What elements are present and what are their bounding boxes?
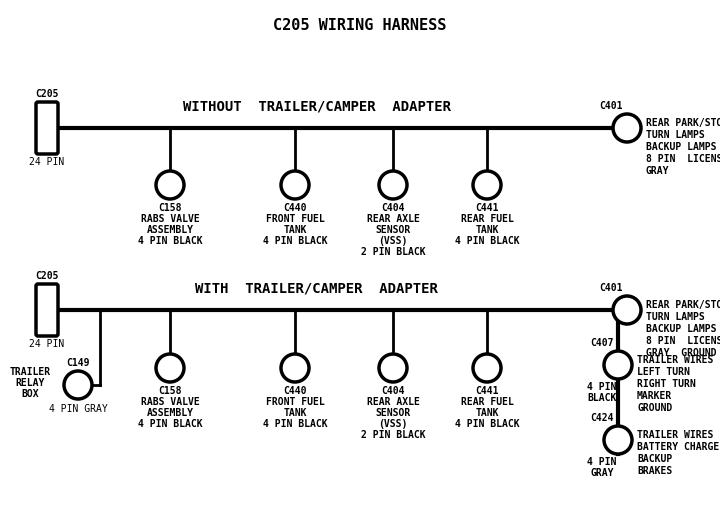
Text: C149: C149	[66, 358, 90, 368]
Circle shape	[604, 351, 632, 379]
Text: ASSEMBLY: ASSEMBLY	[146, 408, 194, 418]
Text: C441: C441	[475, 203, 499, 213]
Text: C440: C440	[283, 203, 307, 213]
Text: BACKUP: BACKUP	[637, 454, 672, 464]
Text: C440: C440	[283, 386, 307, 396]
Text: 4 PIN GRAY: 4 PIN GRAY	[49, 404, 107, 414]
Text: MARKER: MARKER	[637, 391, 672, 401]
Text: BACKUP LAMPS: BACKUP LAMPS	[646, 324, 716, 334]
Text: REAR PARK/STOP: REAR PARK/STOP	[646, 300, 720, 310]
Circle shape	[473, 354, 501, 382]
Text: C441: C441	[475, 386, 499, 396]
Text: GRAY  GROUND: GRAY GROUND	[646, 348, 716, 358]
Text: C205: C205	[35, 89, 59, 99]
Circle shape	[64, 371, 92, 399]
Text: 4 PIN: 4 PIN	[588, 457, 617, 467]
Text: 4 PIN: 4 PIN	[588, 382, 617, 392]
Text: RIGHT TURN: RIGHT TURN	[637, 379, 696, 389]
Circle shape	[379, 171, 407, 199]
Text: TANK: TANK	[475, 225, 499, 235]
Text: GROUND: GROUND	[637, 403, 672, 413]
Text: C158: C158	[158, 386, 181, 396]
Text: FRONT FUEL: FRONT FUEL	[266, 397, 325, 407]
Circle shape	[156, 354, 184, 382]
Text: BACKUP LAMPS: BACKUP LAMPS	[646, 142, 716, 152]
Text: 24 PIN: 24 PIN	[30, 339, 65, 349]
Text: TANK: TANK	[475, 408, 499, 418]
Text: WITH  TRAILER/CAMPER  ADAPTER: WITH TRAILER/CAMPER ADAPTER	[195, 281, 438, 295]
Text: 4 PIN BLACK: 4 PIN BLACK	[138, 419, 202, 429]
Text: GRAY: GRAY	[646, 166, 670, 176]
Text: C424: C424	[590, 413, 613, 423]
Text: 8 PIN  LICENSE LAMPS: 8 PIN LICENSE LAMPS	[646, 336, 720, 346]
Text: TRAILER WIRES: TRAILER WIRES	[637, 430, 714, 440]
Circle shape	[613, 296, 641, 324]
Text: BATTERY CHARGE: BATTERY CHARGE	[637, 442, 719, 452]
Text: BRAKES: BRAKES	[637, 466, 672, 476]
Text: RABS VALVE: RABS VALVE	[140, 214, 199, 224]
Text: RELAY: RELAY	[15, 378, 45, 388]
Text: TANK: TANK	[283, 408, 307, 418]
Text: BLACK: BLACK	[588, 393, 617, 403]
Text: (VSS): (VSS)	[378, 236, 408, 246]
Text: ASSEMBLY: ASSEMBLY	[146, 225, 194, 235]
Text: LEFT TURN: LEFT TURN	[637, 367, 690, 377]
Text: REAR AXLE: REAR AXLE	[366, 397, 420, 407]
Text: REAR FUEL: REAR FUEL	[461, 214, 513, 224]
Text: 8 PIN  LICENSE LAMPS: 8 PIN LICENSE LAMPS	[646, 154, 720, 164]
Text: (VSS): (VSS)	[378, 419, 408, 429]
Text: 4 PIN BLACK: 4 PIN BLACK	[263, 419, 328, 429]
Text: BOX: BOX	[21, 389, 39, 399]
Text: REAR AXLE: REAR AXLE	[366, 214, 420, 224]
Text: WITHOUT  TRAILER/CAMPER  ADAPTER: WITHOUT TRAILER/CAMPER ADAPTER	[183, 99, 451, 113]
Circle shape	[156, 171, 184, 199]
Text: 4 PIN BLACK: 4 PIN BLACK	[263, 236, 328, 246]
Text: C158: C158	[158, 203, 181, 213]
Text: 4 PIN BLACK: 4 PIN BLACK	[455, 419, 519, 429]
Circle shape	[613, 114, 641, 142]
Text: 4 PIN BLACK: 4 PIN BLACK	[455, 236, 519, 246]
Text: 4 PIN BLACK: 4 PIN BLACK	[138, 236, 202, 246]
Text: TRAILER WIRES: TRAILER WIRES	[637, 355, 714, 365]
Text: C205: C205	[35, 271, 59, 281]
Circle shape	[473, 171, 501, 199]
FancyBboxPatch shape	[36, 284, 58, 336]
Text: TURN LAMPS: TURN LAMPS	[646, 312, 705, 322]
Text: GRAY: GRAY	[590, 468, 613, 478]
Text: TRAILER: TRAILER	[9, 367, 50, 377]
Text: SENSOR: SENSOR	[375, 225, 410, 235]
Text: REAR FUEL: REAR FUEL	[461, 397, 513, 407]
Text: 2 PIN BLACK: 2 PIN BLACK	[361, 247, 426, 257]
Text: REAR PARK/STOP: REAR PARK/STOP	[646, 118, 720, 128]
Text: 24 PIN: 24 PIN	[30, 157, 65, 167]
Circle shape	[281, 171, 309, 199]
Text: C401: C401	[599, 101, 623, 111]
Circle shape	[281, 354, 309, 382]
Text: FRONT FUEL: FRONT FUEL	[266, 214, 325, 224]
Circle shape	[379, 354, 407, 382]
Text: TANK: TANK	[283, 225, 307, 235]
Circle shape	[604, 426, 632, 454]
FancyBboxPatch shape	[36, 102, 58, 154]
Text: C404: C404	[382, 203, 405, 213]
Text: 2 PIN BLACK: 2 PIN BLACK	[361, 430, 426, 440]
Text: C401: C401	[599, 283, 623, 293]
Text: C407: C407	[590, 338, 613, 348]
Text: TURN LAMPS: TURN LAMPS	[646, 130, 705, 140]
Text: RABS VALVE: RABS VALVE	[140, 397, 199, 407]
Text: SENSOR: SENSOR	[375, 408, 410, 418]
Text: C205 WIRING HARNESS: C205 WIRING HARNESS	[274, 18, 446, 33]
Text: C404: C404	[382, 386, 405, 396]
